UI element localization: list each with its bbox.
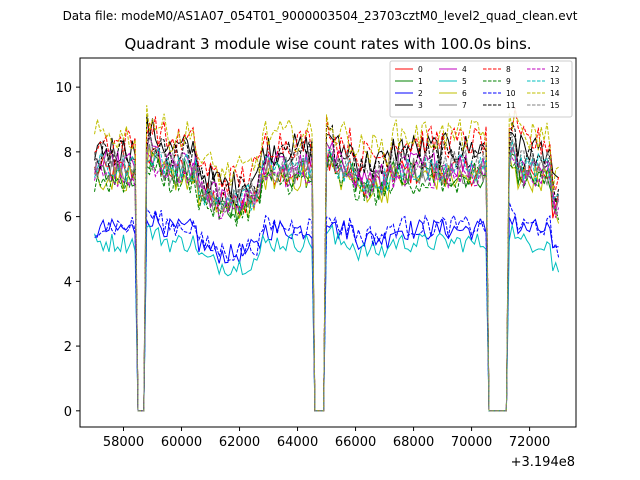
legend-label-9: 9 (506, 77, 511, 86)
legend-label-8: 8 (506, 65, 511, 74)
legend-label-6: 6 (462, 89, 467, 98)
plot-lines (94, 105, 560, 412)
x-tick-label: 62000 (219, 435, 260, 450)
legend-box (389, 60, 573, 118)
legend-label-3: 3 (418, 101, 423, 110)
plot-frame (79, 57, 577, 428)
x-offset-label: +3.194e8 (511, 455, 575, 470)
x-tick-label: 68000 (393, 435, 434, 450)
y-tick-label: 8 (64, 146, 72, 161)
legend-label-15: 15 (550, 101, 560, 110)
series-line-10 (94, 202, 560, 412)
x-tick-label: 64000 (277, 435, 318, 450)
y-tick-label: 4 (64, 275, 72, 290)
x-tick-label: 70000 (451, 435, 492, 450)
legend-label-2: 2 (418, 89, 423, 98)
x-tick-label: 72000 (509, 435, 550, 450)
x-tick-label: 66000 (335, 435, 376, 450)
y-tick-label: 10 (55, 81, 72, 96)
series-line-2 (94, 210, 559, 412)
legend-label-0: 0 (418, 65, 423, 74)
y-tick-label: 2 (64, 340, 72, 355)
legend-label-4: 4 (462, 65, 467, 74)
legend-label-5: 5 (462, 77, 467, 86)
legend-label-11: 11 (506, 101, 516, 110)
y-tick-label: 0 (64, 405, 72, 420)
x-tick-label: 58000 (103, 435, 144, 450)
legend-label-7: 7 (462, 101, 467, 110)
series-line-8 (94, 107, 560, 412)
data-file-suptitle: Data file: modeM0/AS1A07_054T01_90000035… (63, 9, 578, 23)
legend-label-12: 12 (550, 65, 560, 74)
x-tick-label: 60000 (161, 435, 202, 450)
y-axis: 0 2 4 6 8 10 (55, 81, 80, 420)
chart-title: Quadrant 3 module wise count rates with … (124, 35, 531, 53)
legend-label-1: 1 (418, 77, 423, 86)
x-axis: 58000 60000 62000 64000 66000 68000 70000 72000 (103, 427, 550, 450)
series-line-15 (94, 134, 559, 412)
legend-label-13: 13 (550, 77, 560, 86)
series-line-14 (94, 105, 559, 412)
legend-label-14: 14 (550, 89, 560, 98)
legend-label-10: 10 (506, 89, 516, 98)
y-tick-label: 6 (64, 211, 72, 226)
